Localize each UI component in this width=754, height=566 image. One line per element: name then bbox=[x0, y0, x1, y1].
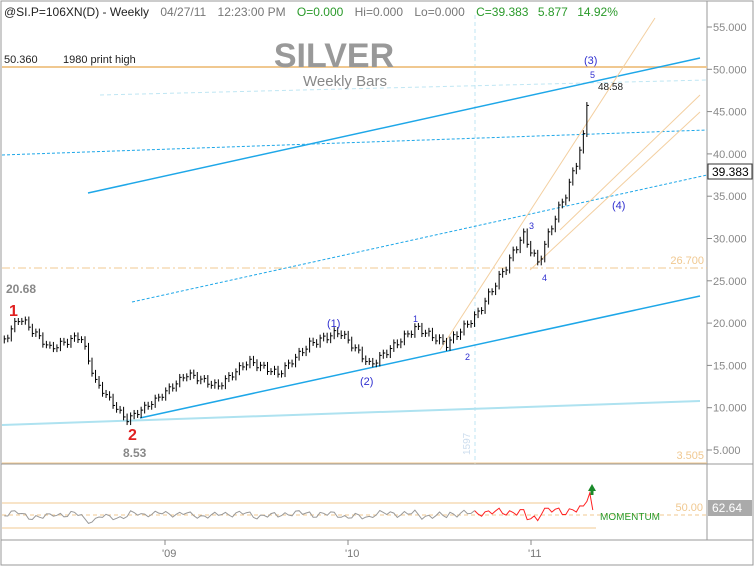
change-label: 5.877 bbox=[538, 5, 568, 19]
y-tick-label: 50.000 bbox=[713, 64, 747, 76]
wave-minor-5: 5 bbox=[590, 70, 595, 80]
wave-paren-1: (1) bbox=[327, 318, 340, 330]
fib-level-label: 26.700 bbox=[670, 255, 704, 267]
fib-low-label: 3.505 bbox=[676, 450, 704, 462]
wave-minor-2: 2 bbox=[465, 352, 470, 362]
momentum-value: 62.64 bbox=[712, 501, 742, 515]
momentum-value-box bbox=[708, 500, 752, 516]
x-tick-label: '11 bbox=[528, 548, 542, 560]
momentum-line-high bbox=[474, 491, 594, 522]
y-tick-label: 25.000 bbox=[713, 276, 747, 288]
wave-minor-1: 1 bbox=[413, 314, 418, 324]
median-dashed-line bbox=[1, 129, 708, 156]
y-tick-label: 45.000 bbox=[713, 107, 747, 119]
fib-fan-upper bbox=[439, 17, 656, 351]
peak-label: 48.58 bbox=[598, 82, 623, 93]
wave-2-major: 2 bbox=[128, 427, 137, 444]
y-tick-label: 30.000 bbox=[713, 234, 747, 246]
open-label: O=0.000 bbox=[297, 5, 344, 19]
symbol-label: @SI.P=106XN(D) - Weekly bbox=[4, 5, 149, 19]
low-2008-label: 8.53 bbox=[123, 446, 147, 460]
price-axis: 55.000 50.000 45.000 40.000 35.000 30.000 25.0… bbox=[707, 22, 747, 457]
wave-labels: (1) (2) (3) (4) 1 2 3 4 5 bbox=[327, 55, 625, 388]
chart-subtitle: Weekly Bars bbox=[303, 73, 387, 90]
date-label: 04/27/11 bbox=[160, 5, 206, 19]
y-tick-label: 10.000 bbox=[713, 403, 747, 415]
fib-fan-mid bbox=[559, 94, 701, 231]
wave-paren-4: (4) bbox=[612, 200, 625, 212]
last-price-box bbox=[707, 163, 753, 180]
lower-channel-line bbox=[139, 295, 701, 419]
wave-minor-3: 3 bbox=[529, 221, 534, 231]
arrow-up-icon bbox=[588, 484, 596, 495]
high-2008-label: 20.68 bbox=[6, 282, 36, 296]
time-axis: '09 '10 '11 bbox=[162, 540, 542, 560]
upper-channel-line bbox=[87, 57, 701, 194]
high-label: Hi=0.000 bbox=[355, 5, 404, 19]
print-high-value: 50.360 bbox=[4, 54, 38, 66]
wave-1-major: 1 bbox=[9, 303, 18, 320]
header: @SI.P=106XN(D) - Weekly 04/27/11 12:23:0… bbox=[4, 5, 618, 19]
momentum-label: MOMENTUM bbox=[600, 512, 660, 523]
low-label: Lo=0.000 bbox=[414, 5, 465, 19]
pct-label: 14.92% bbox=[577, 5, 618, 19]
y-tick-label: 35.000 bbox=[713, 191, 747, 203]
print-high-label: 1980 print high bbox=[63, 54, 136, 66]
y-tick-label: 15.000 bbox=[713, 360, 747, 372]
y-tick-label: 55.000 bbox=[713, 22, 747, 34]
close-label: C=39.383 bbox=[476, 5, 529, 19]
momentum-level-label: 50.00 bbox=[675, 502, 703, 514]
y-tick-label: 20.000 bbox=[713, 318, 747, 330]
x-tick-label: '10 bbox=[345, 548, 359, 560]
support-line-low bbox=[1, 400, 701, 426]
price-bars bbox=[3, 102, 589, 426]
y-tick-label: 40.000 bbox=[713, 149, 747, 161]
wave-minor-4: 4 bbox=[542, 273, 547, 283]
wave-paren-3: (3) bbox=[584, 55, 597, 67]
last-price-label: 39.383 bbox=[712, 165, 749, 179]
y-tick-label: 5.000 bbox=[713, 445, 741, 457]
chart-title: SILVER bbox=[274, 37, 394, 75]
wave-paren-2: (2) bbox=[360, 376, 373, 388]
upper-faint-line bbox=[99, 79, 708, 96]
fib-fan-lower bbox=[529, 111, 701, 271]
momentum-line bbox=[4, 509, 475, 524]
cycle-label: 1597 bbox=[462, 432, 473, 455]
x-tick-label: '09 bbox=[162, 548, 176, 560]
time-label: 12:23:00 PM bbox=[218, 5, 286, 19]
lower-dashed-line bbox=[131, 174, 708, 303]
